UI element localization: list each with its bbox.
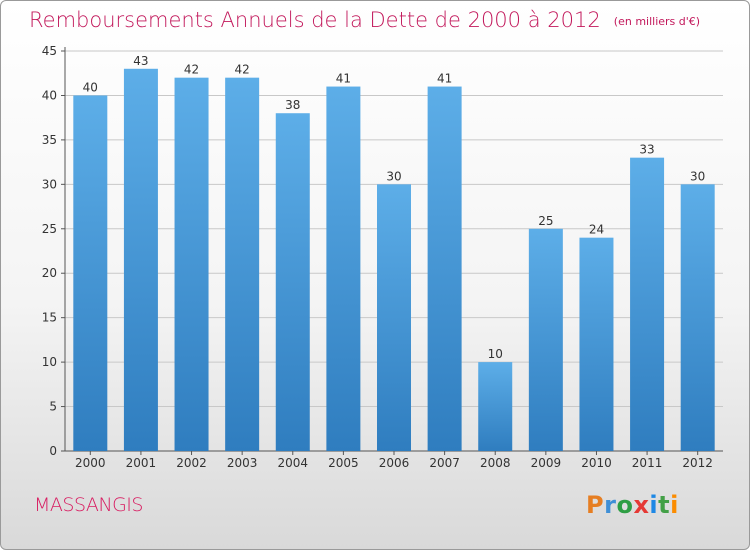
y-tick-label: 0	[49, 444, 57, 458]
y-tick-label: 40	[42, 88, 57, 102]
bar-value-label: 38	[285, 98, 300, 112]
x-tick-label: 2010	[581, 456, 612, 470]
y-tick-label: 25	[42, 222, 57, 236]
bar-value-label: 24	[589, 223, 604, 237]
x-tick-label: 2005	[328, 456, 359, 470]
x-tick-label: 2004	[277, 456, 308, 470]
bar	[275, 113, 310, 451]
bar	[326, 86, 361, 452]
y-tick-label: 20	[42, 266, 57, 280]
bar	[73, 95, 108, 451]
bar-value-label: 41	[437, 72, 452, 86]
y-tick-label: 35	[42, 133, 57, 147]
bar	[478, 362, 513, 451]
bar	[377, 184, 411, 452]
bar-value-label: 43	[133, 54, 148, 68]
x-tick-label: 2011	[632, 456, 663, 470]
y-tick-label: 5	[49, 400, 57, 414]
logo-letter: r	[604, 491, 617, 519]
y-tick-label: 45	[42, 44, 57, 58]
logo-letter: t	[658, 491, 671, 519]
bar-value-label: 42	[184, 63, 199, 77]
y-tick-label: 10	[42, 355, 57, 369]
bar	[225, 77, 260, 452]
x-tick-label: 2006	[379, 456, 410, 470]
bar-value-label: 10	[488, 347, 503, 361]
commune-name: MASSANGIS	[34, 494, 143, 516]
x-tick-label: 2002	[176, 456, 207, 470]
bar	[528, 228, 563, 451]
bar-value-label: 40	[83, 80, 98, 94]
y-tick-label: 15	[42, 311, 57, 325]
x-tick-label: 2000	[75, 456, 106, 470]
x-tick-label: 2001	[126, 456, 157, 470]
chart-title: Remboursements Annuels de la Dette de 20…	[29, 8, 601, 32]
x-tick-label: 2003	[227, 456, 258, 470]
x-tick-label: 2007	[429, 456, 460, 470]
bar	[174, 77, 209, 452]
logo-letter: P	[586, 491, 605, 519]
logo-letter: o	[616, 491, 634, 519]
y-tick-label: 30	[42, 177, 57, 191]
bar	[123, 68, 158, 452]
bar	[630, 157, 665, 451]
bar-value-label: 42	[235, 63, 250, 77]
bar	[579, 237, 614, 451]
chart-unit: (en milliers d'€)	[613, 15, 701, 28]
logo-letter: x	[633, 491, 650, 519]
bar	[427, 86, 462, 452]
proxiti-logo: Proxiti	[586, 491, 679, 519]
bar-value-label: 30	[386, 169, 401, 183]
bar-value-label: 25	[538, 214, 553, 228]
logo-letter: i	[670, 491, 679, 519]
bar	[680, 184, 715, 452]
bar-value-label: 30	[690, 169, 705, 183]
x-tick-label: 2012	[682, 456, 713, 470]
logo-letter: i	[649, 491, 659, 519]
chart-title-block: Remboursements Annuels de la Dette de 20…	[29, 8, 700, 32]
bar-value-label: 41	[336, 72, 351, 86]
x-tick-label: 2009	[531, 456, 562, 470]
bar-value-label: 33	[639, 143, 654, 157]
x-tick-label: 2008	[480, 456, 511, 470]
